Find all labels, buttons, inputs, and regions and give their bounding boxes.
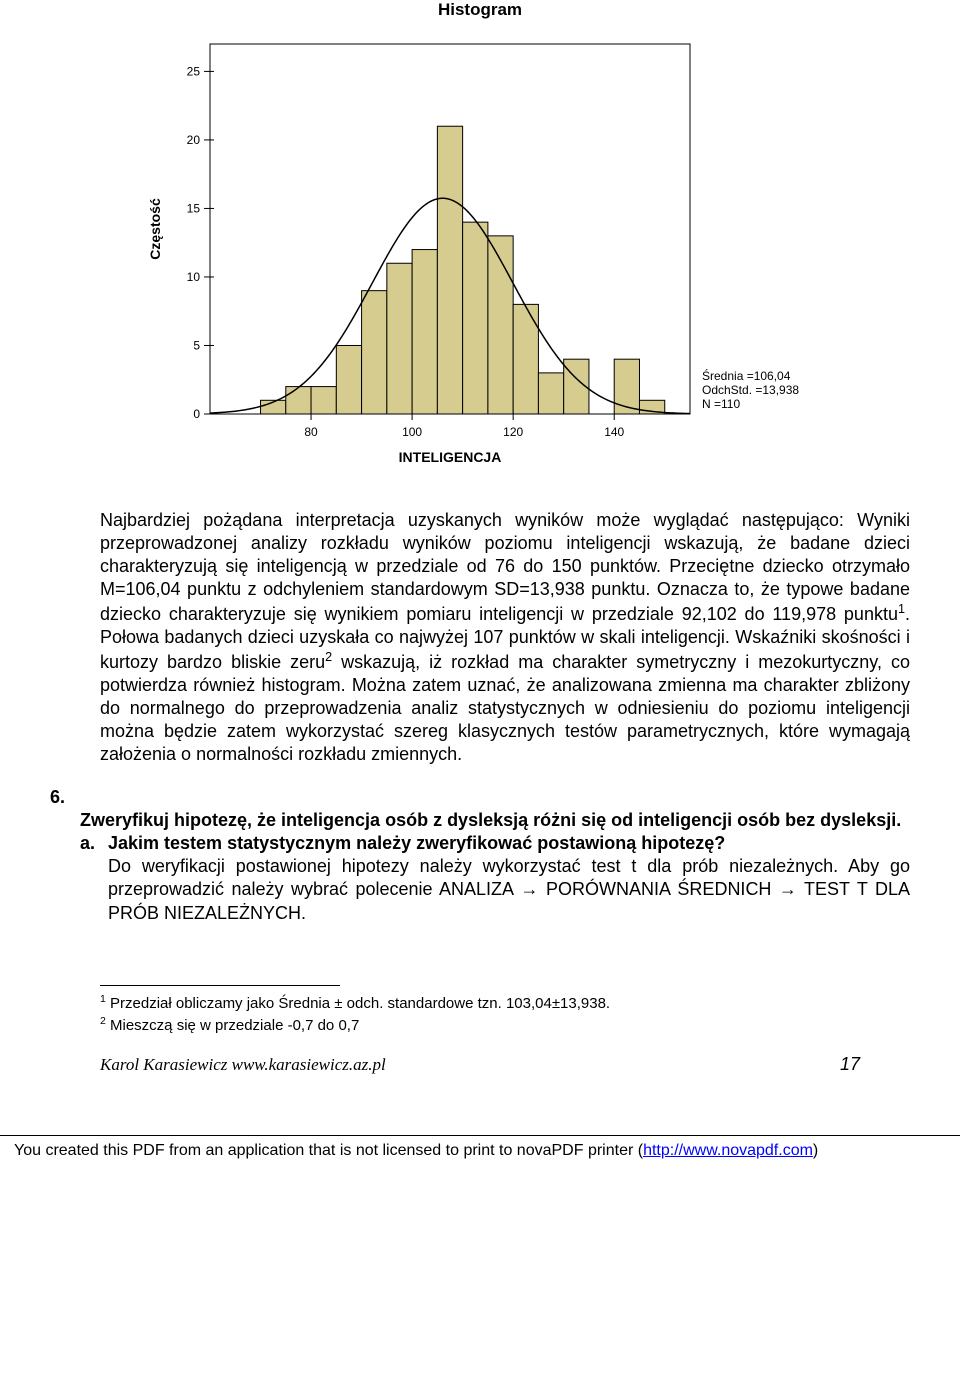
svg-text:25: 25	[187, 64, 201, 78]
footnote-1: 1 Przedział obliczamy jako Średnia ± odc…	[100, 992, 910, 1014]
svg-text:15: 15	[187, 201, 201, 215]
svg-text:10: 10	[187, 270, 201, 284]
pdf-notice-prefix: You created this PDF from an application…	[14, 1142, 643, 1159]
histogram-svg: 80 100 120 140 0 5 10 15 20 25 INTELIGENCJA Częstoś…	[130, 24, 830, 474]
svg-text:INTELIGENCJA: INTELIGENCJA	[399, 449, 502, 465]
section-6a-title: Jakim testem statystycznym należy zweryf…	[108, 833, 725, 853]
svg-text:20: 20	[187, 133, 201, 147]
pdf-notice-link[interactable]: http://www.novapdf.com	[643, 1142, 813, 1159]
svg-text:Średnia =106,04: Średnia =106,04	[702, 368, 791, 383]
chart-title: Histogram	[50, 0, 910, 20]
svg-text:100: 100	[402, 425, 422, 439]
footnote-ref-1: 1	[898, 602, 905, 616]
svg-text:140: 140	[604, 425, 624, 439]
footer-author: Karol Karasiewicz www.karasiewicz.az.pl	[100, 1055, 386, 1075]
histogram-figure: Histogram 80 100 120 140 0 5 10 15 20 25 INTELIGEN…	[50, 0, 910, 479]
footnotes: 1 Przedział obliczamy jako Średnia ± odc…	[100, 992, 910, 1037]
pdf-notice-separator	[0, 1135, 960, 1136]
svg-text:120: 120	[503, 425, 523, 439]
section-6-number: 6.	[50, 786, 80, 809]
svg-text:OdchStd. =13,938: OdchStd. =13,938	[702, 383, 799, 397]
para-part1: Najbardziej pożądana interpretacja uzysk…	[100, 510, 910, 624]
svg-text:80: 80	[304, 425, 318, 439]
section-6a-body: Do weryfikacji postawionej hipotezy nale…	[108, 855, 910, 924]
footnote-separator	[100, 985, 340, 986]
section-6-title: Zweryfikuj hipotezę, że inteligencja osó…	[80, 809, 910, 832]
pdf-notice: You created this PDF from an application…	[0, 1142, 960, 1174]
footer-pagenum: 17	[840, 1054, 860, 1075]
svg-text:5: 5	[193, 338, 200, 352]
chart-container: 80 100 120 140 0 5 10 15 20 25 INTELIGENCJA Częstoś…	[130, 24, 830, 479]
page-footer: Karol Karasiewicz www.karasiewicz.az.pl …	[100, 1054, 860, 1075]
svg-text:N =110: N =110	[702, 397, 740, 411]
section-6: 6. Zweryfikuj hipotezę, że inteligencja …	[50, 786, 910, 924]
interpretation-paragraph: Najbardziej pożądana interpretacja uzysk…	[100, 509, 910, 766]
page-content: Histogram 80 100 120 140 0 5 10 15 20 25 INTELIGEN…	[0, 0, 960, 1095]
section-6a: a.Jakim testem statystycznym należy zwer…	[80, 832, 910, 924]
section-6a-letter: a.	[80, 832, 108, 855]
svg-text:0: 0	[193, 407, 200, 421]
pdf-notice-suffix: )	[813, 1142, 818, 1159]
svg-text:Częstość: Częstość	[147, 198, 163, 260]
footnote-2: 2 Mieszczą się w przedziale -0,7 do 0,7	[100, 1014, 910, 1036]
